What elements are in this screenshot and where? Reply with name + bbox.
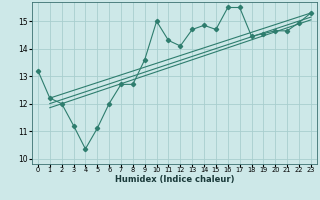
X-axis label: Humidex (Indice chaleur): Humidex (Indice chaleur) — [115, 175, 234, 184]
